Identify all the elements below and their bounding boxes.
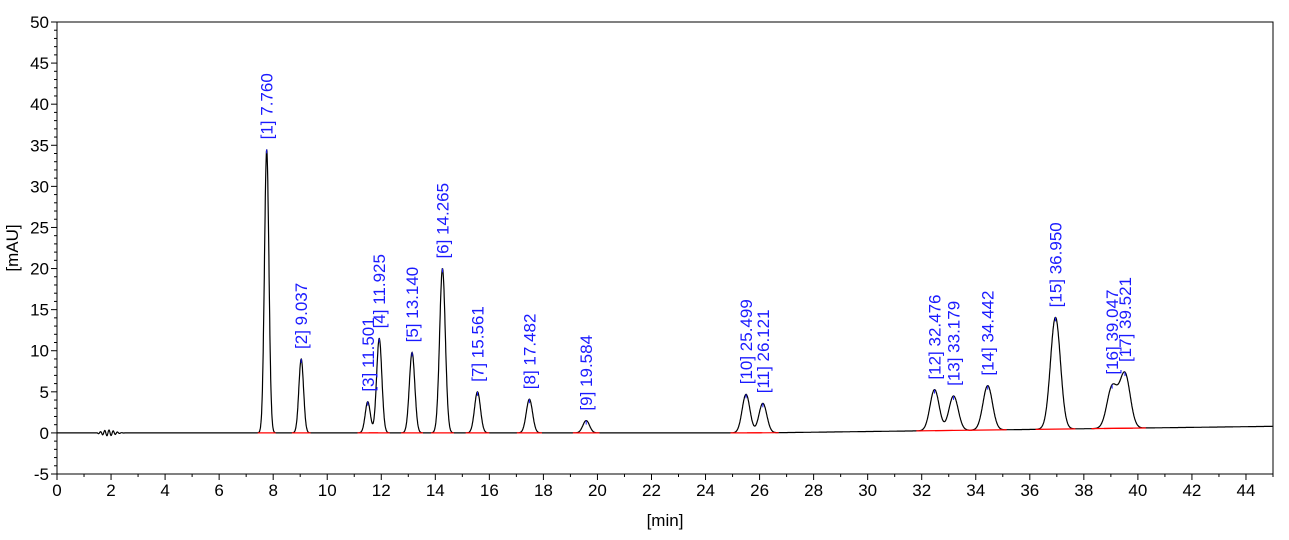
- y-tick-label: 15: [30, 301, 49, 320]
- x-tick-label: 14: [426, 481, 445, 500]
- peak-label: [6] 14.265: [433, 183, 452, 259]
- x-tick-label: 18: [534, 481, 553, 500]
- y-tick-label: 25: [30, 218, 49, 237]
- x-tick-label: 20: [588, 481, 607, 500]
- x-tick-label: 24: [696, 481, 715, 500]
- x-tick-label: 34: [966, 481, 985, 500]
- chromatogram-trace: [57, 149, 1273, 437]
- x-tick-label: 22: [642, 481, 661, 500]
- x-tick-label: 28: [804, 481, 823, 500]
- y-tick-label: 45: [30, 54, 49, 73]
- y-tick-label: -5: [34, 465, 49, 484]
- peak-label: [14] 34.442: [979, 291, 998, 376]
- y-tick-label: 30: [30, 177, 49, 196]
- y-tick-label: 20: [30, 260, 49, 279]
- peak-label: [1] 7.760: [258, 73, 277, 139]
- peak-label: [2] 9.037: [292, 283, 311, 349]
- peak-label: [3] 11.501: [359, 317, 378, 391]
- integration-baseline: [1104, 427, 1146, 430]
- x-tick-label: 16: [480, 481, 499, 500]
- y-tick-label: 0: [40, 424, 49, 443]
- peak-label: [8] 17.482: [520, 314, 539, 390]
- y-tick-label: 10: [30, 342, 49, 361]
- plot-frame: [56, 21, 1274, 475]
- x-axis-title: [min]: [647, 511, 684, 530]
- x-tick-label: 10: [318, 481, 337, 500]
- x-tick-label: 8: [268, 481, 277, 500]
- y-tick-label: 35: [30, 136, 49, 155]
- peak-label: [4] 11.925: [370, 254, 389, 328]
- x-tick-label: 2: [106, 481, 115, 500]
- y-axis-title: [mAU]: [3, 224, 22, 271]
- y-tick-label: 40: [30, 95, 49, 114]
- x-tick-label: 6: [214, 481, 223, 500]
- peak-label: [15] 36.950: [1046, 222, 1065, 307]
- integration-baseline: [1035, 428, 1076, 430]
- x-tick-label: 44: [1237, 481, 1256, 500]
- peak-label: [10] 25.499: [737, 299, 756, 384]
- x-tick-label: 12: [372, 481, 391, 500]
- x-tick-label: 38: [1074, 481, 1093, 500]
- x-tick-label: 4: [160, 481, 169, 500]
- x-tick-label: 36: [1020, 481, 1039, 500]
- peak-label: [12] 32.476: [926, 294, 945, 379]
- peak-label: [5] 13.140: [403, 267, 422, 343]
- x-tick-label: 30: [858, 481, 877, 500]
- x-tick-label: 40: [1128, 481, 1147, 500]
- peak-label: [9] 19.584: [577, 335, 596, 411]
- x-tick-label: 42: [1182, 481, 1201, 500]
- peak-label: [13] 33.179: [945, 301, 964, 386]
- x-tick-label: 32: [912, 481, 931, 500]
- y-tick-label: 50: [30, 13, 49, 32]
- peak-label: [16] 39.047: [1103, 290, 1122, 375]
- peak-label: [11] 26.121: [754, 309, 773, 393]
- peak-label: [17] 39.521: [1116, 277, 1135, 362]
- peak-label: [7] 15.561: [468, 306, 487, 382]
- x-tick-label: 26: [750, 481, 769, 500]
- x-tick-label: 0: [52, 481, 61, 500]
- y-tick-label: 5: [40, 383, 49, 402]
